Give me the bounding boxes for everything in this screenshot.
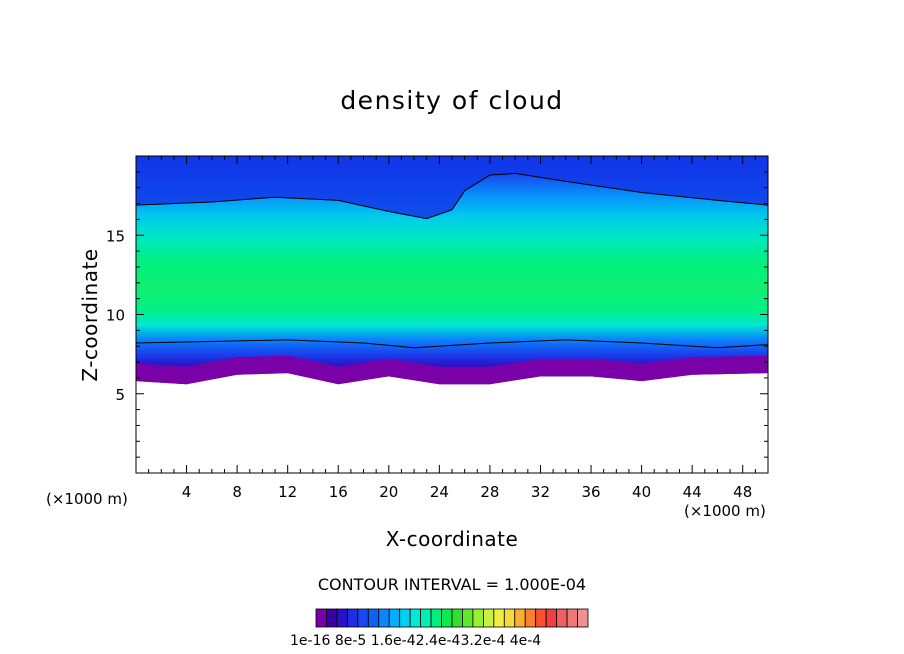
colorbar-swatch (336, 608, 348, 628)
colorbar-labels: 1e-16 8e-5 1.6e-42.4e-43.2e-4 4e-4 (290, 633, 542, 649)
x-tick-label: 40 (632, 483, 651, 501)
colorbar-swatch (399, 608, 411, 628)
colorbar-swatch (524, 608, 537, 628)
cloud-field (136, 156, 768, 385)
colorbar-swatch (378, 608, 390, 628)
colorbar-swatch (493, 608, 505, 628)
colorbar-swatch (462, 608, 474, 628)
y-tick-label: 10 (106, 307, 125, 325)
colorbar-swatch (441, 608, 453, 628)
colorbar-swatch (472, 608, 484, 628)
colorbar-swatch (315, 608, 327, 628)
cloud-base-band (136, 355, 768, 385)
chart-title: density of cloud (340, 86, 564, 115)
x-tick-label: 20 (379, 483, 398, 501)
x-unit-label-right: (×1000 m) (684, 502, 766, 520)
x-tick-label: 36 (581, 483, 600, 501)
colorbar-swatch (451, 608, 463, 628)
x-tick-label: 24 (430, 483, 449, 501)
colorbar-swatch (409, 608, 422, 628)
contour-line-lower (136, 339, 768, 349)
colorbar-swatch (514, 608, 526, 628)
x-unit-label-left: (×1000 m) (46, 490, 128, 508)
y-axis-label: Z-coordinate (78, 248, 102, 382)
x-tick-label: 12 (278, 483, 297, 501)
x-tick-label: 4 (182, 483, 192, 501)
colorbar-swatch (545, 608, 558, 628)
plot-area (136, 156, 768, 385)
contour-line-top (136, 172, 768, 220)
y-tick-label: 5 (115, 386, 125, 404)
x-tick-label: 44 (683, 483, 702, 501)
colorbar-swatch (535, 608, 547, 628)
x-axis-label: X-coordinate (385, 527, 519, 551)
upper-band (136, 156, 768, 219)
colorbar-swatch (503, 608, 516, 628)
colorbar-swatch (482, 608, 495, 628)
contour-interval-label: CONTOUR INTERVAL = 1.000E-04 (317, 575, 587, 594)
colorbar-swatch (357, 608, 369, 628)
colorbar-swatch (346, 608, 359, 628)
colorbar-swatch (556, 608, 568, 628)
colorbar-swatch (420, 608, 432, 628)
colorbar-swatch (566, 608, 578, 628)
colorbar-swatch (430, 608, 442, 628)
y-tick-label: 15 (106, 227, 125, 245)
colorbar-swatch (367, 608, 380, 628)
colorbar-swatch (388, 608, 401, 628)
y-axis: 5 10 15 (106, 171, 768, 458)
x-tick-label: 16 (329, 483, 348, 501)
x-tick-label: 32 (531, 483, 550, 501)
colorbar-swatch (577, 608, 589, 628)
colorbar (315, 608, 589, 628)
x-tick-label: 48 (733, 483, 752, 501)
x-tick-label: 28 (480, 483, 499, 501)
x-axis: 4 8 12 16 20 24 28 32 36 40 44 48 (148, 156, 756, 501)
x-tick-label: 8 (232, 483, 242, 501)
colorbar-swatch (326, 608, 338, 628)
